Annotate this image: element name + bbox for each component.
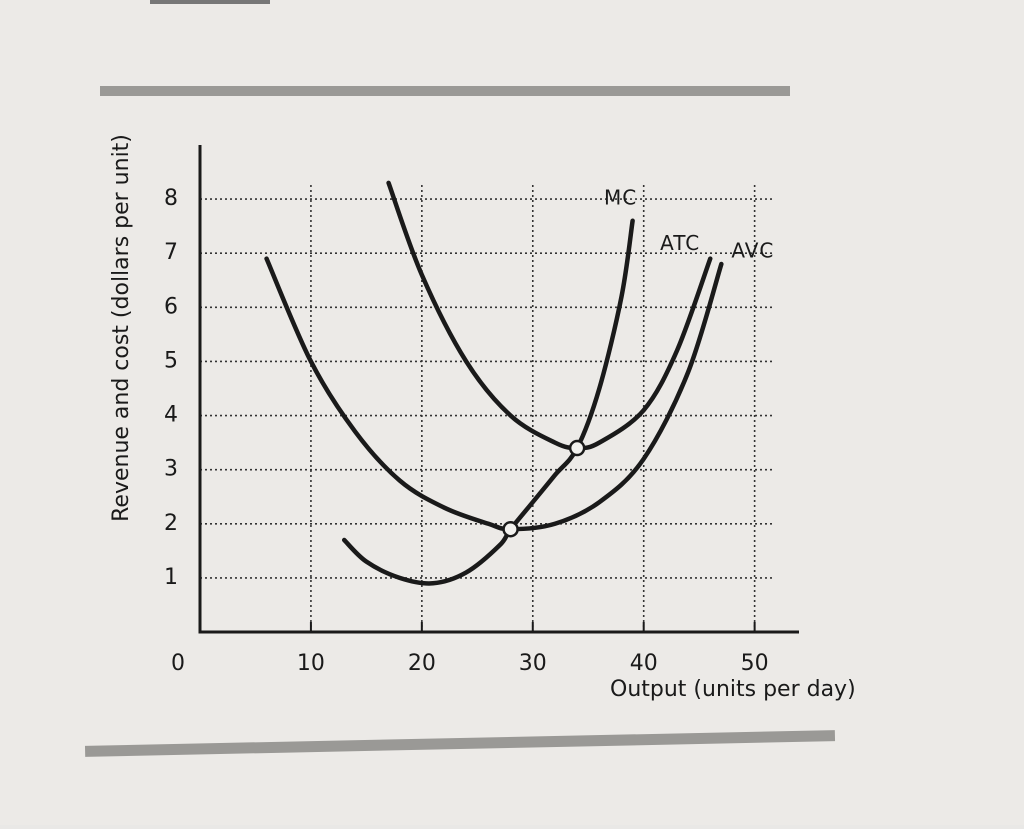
x-tick-label: 40	[630, 651, 658, 676]
series-label: ATC	[660, 231, 700, 255]
y-tick-label: 3	[164, 457, 178, 482]
series-label: AVC	[731, 239, 774, 263]
series-label: MC	[604, 185, 637, 209]
y-tick-label: 6	[164, 294, 178, 319]
intersection-point	[502, 520, 519, 538]
y-tick-label: 8	[164, 186, 178, 211]
x-tick-label: 20	[408, 651, 436, 676]
x-tick-label: 50	[741, 651, 769, 676]
rule-bottom	[84, 730, 836, 757]
rule-corner	[150, 0, 270, 4]
axes	[198, 145, 799, 634]
y-tick-label: 1	[164, 565, 178, 590]
x-axis-title: Output (units per day)	[610, 677, 856, 702]
y-axis-title: Revenue and cost (dollars per unit)	[109, 134, 134, 522]
intersection-point	[568, 439, 586, 457]
curve	[386, 180, 713, 451]
x-tick-label: 30	[519, 651, 547, 676]
y-tick-label: 5	[164, 348, 178, 373]
x-tick-label: 10	[297, 651, 325, 676]
y-tick-label: 7	[164, 240, 178, 265]
rule-top	[100, 86, 790, 96]
curve	[264, 256, 724, 532]
y-tick-label: 4	[164, 403, 178, 428]
x-tick-label: 0	[171, 651, 185, 676]
y-tick-label: 2	[164, 511, 178, 536]
